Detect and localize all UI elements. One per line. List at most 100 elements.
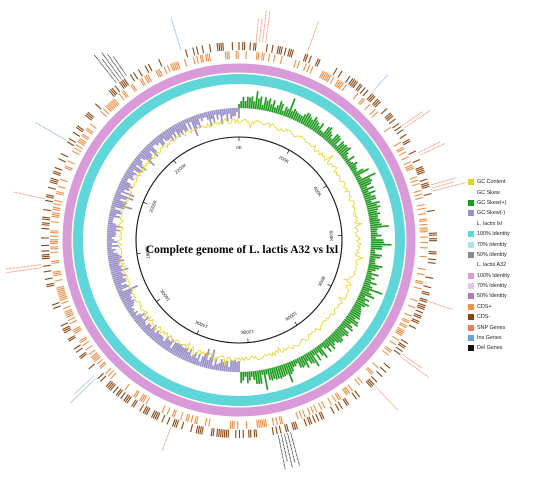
- gc-skew-bar: [136, 318, 144, 325]
- cds-plus-mark: [397, 148, 405, 153]
- gc-skew-bar: [352, 306, 362, 313]
- gc-skew-bar: [254, 370, 259, 384]
- cds-plus-mark: [51, 215, 60, 218]
- cds-minus-mark: [425, 276, 434, 279]
- gc-skew-bar: [346, 160, 351, 165]
- gc-skew-bar: [301, 355, 310, 368]
- gc-skew-bar: [358, 295, 370, 302]
- gc-skew-bar: [258, 370, 263, 384]
- cds-minus-mark: [314, 58, 319, 67]
- cds-plus-mark: [262, 52, 265, 61]
- gc-skew-bar: [358, 293, 366, 298]
- cds-minus-mark: [337, 70, 343, 79]
- gc-skew-bar: [111, 271, 122, 276]
- cds-minus-mark: [73, 344, 81, 350]
- gc-skew-bar: [219, 359, 223, 371]
- cds-plus-mark: [341, 388, 348, 396]
- gc-skew-bar: [183, 351, 190, 361]
- cds-minus-mark: [320, 411, 325, 420]
- legend-label: CDS+: [477, 303, 492, 310]
- gc-skew-bar: [368, 214, 378, 219]
- legend-swatch: [468, 199, 474, 206]
- cds-plus-mark: [415, 196, 424, 200]
- gc-skew-bar: [305, 353, 313, 364]
- cds-minus-mark: [421, 290, 430, 294]
- gc-skew-bar: [248, 97, 252, 109]
- cds-plus-mark: [124, 383, 130, 391]
- cds-plus-mark: [320, 71, 326, 79]
- cds-minus-mark: [385, 113, 393, 120]
- gc-skew-bar: [185, 118, 192, 130]
- cds-plus-mark: [88, 349, 96, 356]
- cds-plus-mark: [258, 419, 260, 428]
- gc-skew-bar: [107, 228, 121, 232]
- cds-plus-mark: [296, 60, 301, 69]
- cds-plus-mark: [279, 55, 283, 64]
- gc-skew-bar: [129, 310, 135, 315]
- cds-plus-mark: [264, 418, 268, 428]
- gc-skew-bar: [165, 339, 175, 351]
- cds-plus-mark: [100, 110, 107, 118]
- gc-skew-bar: [131, 314, 137, 319]
- cds-plus-mark: [419, 223, 428, 226]
- variant-connector: [371, 86, 378, 93]
- cds-minus-mark: [287, 48, 291, 57]
- legend-swatch: [468, 231, 474, 238]
- cds-minus-mark: [276, 45, 280, 54]
- gc-skew-bar: [215, 363, 219, 371]
- cds-plus-mark: [110, 372, 117, 380]
- gc-skew-bar: [108, 259, 125, 264]
- cds-plus-mark: [416, 204, 425, 207]
- variant-gene-label: [376, 74, 389, 88]
- legend-swatch: [468, 251, 474, 258]
- gc-skew-bar: [292, 359, 297, 367]
- gc-skew-bar: [310, 349, 316, 356]
- cds-minus-mark: [52, 172, 61, 177]
- cds-plus-mark: [109, 101, 116, 109]
- gc-skew-bar: [273, 107, 277, 113]
- cds-plus-mark: [406, 167, 415, 172]
- gc-skew-bar: [362, 283, 373, 289]
- gc-skew-bar: [322, 126, 333, 139]
- variant-gene-label: [279, 441, 286, 470]
- cds-minus-mark: [351, 392, 358, 400]
- gc-skew-bar: [203, 348, 210, 368]
- gc-skew-bar: [107, 244, 119, 248]
- gc-skew-bar: [364, 278, 372, 282]
- gc-skew-bar: [148, 143, 158, 154]
- gc-skew-bar: [143, 324, 152, 333]
- cds-plus-mark: [85, 345, 93, 351]
- cds-plus-mark: [397, 326, 405, 332]
- gc-skew-bar: [197, 361, 201, 366]
- gc-skew-bar: [325, 338, 336, 350]
- gc-skew-bar: [250, 96, 254, 109]
- tick-label: 1600K: [159, 288, 172, 302]
- gc-skew-bar: [213, 110, 216, 115]
- gc-skew-bar: [182, 120, 189, 131]
- cds-minus-mark: [75, 126, 84, 133]
- gc-skew-bar: [107, 224, 122, 228]
- cds-plus-mark: [78, 139, 86, 145]
- variant-connector: [37, 196, 45, 199]
- cds-plus-mark: [147, 74, 153, 82]
- gc-skew-bar: [107, 222, 117, 226]
- variant-connector: [403, 124, 410, 129]
- gc-skew-bar: [367, 205, 381, 211]
- gc-skew-bar: [107, 226, 117, 230]
- cds-minus-mark: [72, 131, 81, 137]
- cds-minus-mark: [44, 199, 53, 203]
- gc-skew-bar: [282, 363, 289, 375]
- variant-gene-label: [291, 438, 300, 466]
- cds-minus-mark: [292, 421, 297, 430]
- gc-skew-bar: [290, 360, 295, 368]
- variant-gene-label: [407, 111, 423, 123]
- gc-skew-bar: [128, 166, 134, 172]
- cds-minus-mark: [311, 415, 316, 423]
- gc-skew-bar: [252, 101, 256, 109]
- cds-minus-mark: [394, 125, 402, 132]
- cds-plus-mark: [52, 208, 61, 211]
- cds-plus-mark: [122, 90, 129, 98]
- gc-skew-bar: [246, 371, 249, 384]
- variant-connector: [287, 432, 290, 440]
- gc-skew-bar: [211, 110, 216, 123]
